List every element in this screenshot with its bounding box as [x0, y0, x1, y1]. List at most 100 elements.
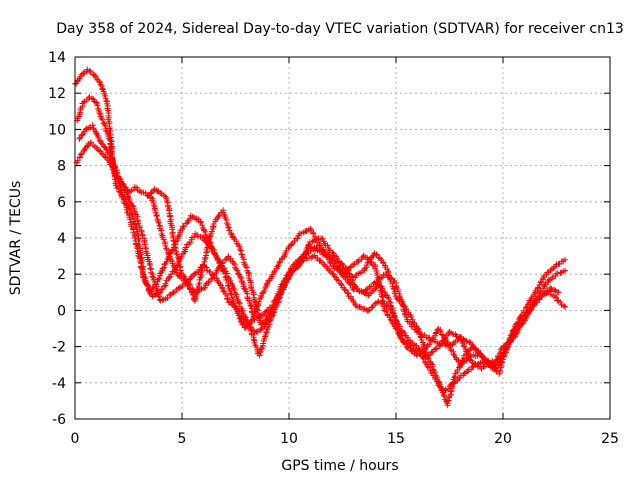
- data-point: [469, 344, 476, 351]
- data-point: [291, 238, 298, 245]
- x-axis-label: GPS time / hours: [281, 458, 398, 474]
- data-point: [89, 95, 96, 102]
- data-point: [96, 109, 103, 116]
- data-point: [370, 280, 377, 287]
- data-point: [166, 274, 173, 281]
- data-point: [382, 291, 389, 298]
- data-point: [227, 230, 234, 237]
- data-point: [469, 359, 476, 366]
- data-point: [94, 102, 101, 109]
- data-point: [82, 126, 89, 133]
- data-point: [157, 190, 164, 196]
- data-point: [123, 188, 130, 195]
- data-point: [243, 321, 250, 328]
- data-point: [240, 317, 247, 324]
- data-point: [273, 294, 280, 301]
- data-point: [437, 328, 444, 335]
- data-point: [427, 337, 434, 344]
- data-point: [144, 283, 151, 290]
- data-point: [138, 264, 145, 271]
- data-point: [351, 282, 358, 289]
- data-point: [261, 287, 268, 294]
- data-point: [235, 270, 242, 277]
- data-point: [275, 262, 282, 269]
- x-axis: 0 5 10 15 20 25: [71, 57, 619, 447]
- data-point: [375, 298, 382, 305]
- data-point: [205, 279, 212, 286]
- data-point: [551, 293, 558, 300]
- data-point: [234, 267, 241, 274]
- data-point: [265, 324, 272, 331]
- data-point: [534, 285, 541, 292]
- data-point: [242, 263, 249, 270]
- data-point: [480, 363, 487, 370]
- data-point: [208, 276, 215, 283]
- data-point: [424, 354, 431, 361]
- data-point: [136, 188, 143, 195]
- data-point: [118, 192, 125, 199]
- data-point: [194, 287, 201, 294]
- data-point: [146, 262, 153, 269]
- data-point: [220, 209, 227, 216]
- x-tick-label: 15: [387, 431, 405, 447]
- data-point: [237, 273, 244, 280]
- data-point: [148, 269, 155, 276]
- data-point: [245, 269, 252, 276]
- data-point: [149, 273, 156, 280]
- data-point: [139, 232, 146, 239]
- data-point: [93, 99, 100, 106]
- data-point: [298, 258, 305, 265]
- data-point: [172, 245, 179, 252]
- data-point: [221, 211, 228, 218]
- data-point: [246, 297, 253, 304]
- data-point: [459, 358, 466, 365]
- data-point: [97, 81, 104, 88]
- data-point: [562, 256, 569, 263]
- data-point: [103, 127, 110, 134]
- data-point: [376, 279, 383, 286]
- data-point: [393, 295, 400, 302]
- data-point: [464, 350, 471, 357]
- data-point: [355, 257, 362, 264]
- data-point: [500, 356, 507, 363]
- data-point: [299, 254, 306, 261]
- data-point: [518, 320, 525, 327]
- data-point: [247, 302, 254, 309]
- data-point: [161, 283, 168, 290]
- x-tick-label: 20: [494, 431, 512, 447]
- data-point: [310, 230, 317, 237]
- data-point: [74, 157, 81, 164]
- data-point: [253, 343, 260, 350]
- data-point: [294, 235, 301, 242]
- series-track-E: [144, 186, 496, 372]
- data-point: [105, 132, 112, 139]
- x-tick-label: 10: [280, 431, 298, 447]
- data-point: [119, 180, 126, 187]
- data-point: [342, 264, 349, 271]
- data-point: [116, 188, 123, 195]
- data-point: [305, 242, 312, 249]
- data-point: [497, 367, 504, 374]
- data-point: [458, 336, 465, 343]
- data-point: [96, 79, 103, 86]
- data-point: [283, 277, 290, 284]
- series-track-D: [76, 122, 562, 409]
- data-point: [263, 281, 270, 288]
- y-tick-label: 12: [48, 86, 66, 102]
- data-point: [178, 269, 185, 276]
- data-point: [444, 400, 451, 407]
- data-point: [104, 107, 111, 114]
- data-point: [394, 288, 401, 295]
- data-point: [131, 234, 138, 241]
- data-point: [557, 299, 564, 306]
- x-tick-label: 5: [178, 431, 187, 447]
- data-point: [385, 269, 392, 276]
- data-point: [511, 330, 518, 337]
- data-point: [298, 255, 305, 262]
- data-point: [156, 275, 163, 282]
- data-point: [375, 254, 382, 261]
- data-point: [493, 356, 500, 363]
- data-point: [156, 293, 163, 300]
- data-point: [201, 256, 208, 263]
